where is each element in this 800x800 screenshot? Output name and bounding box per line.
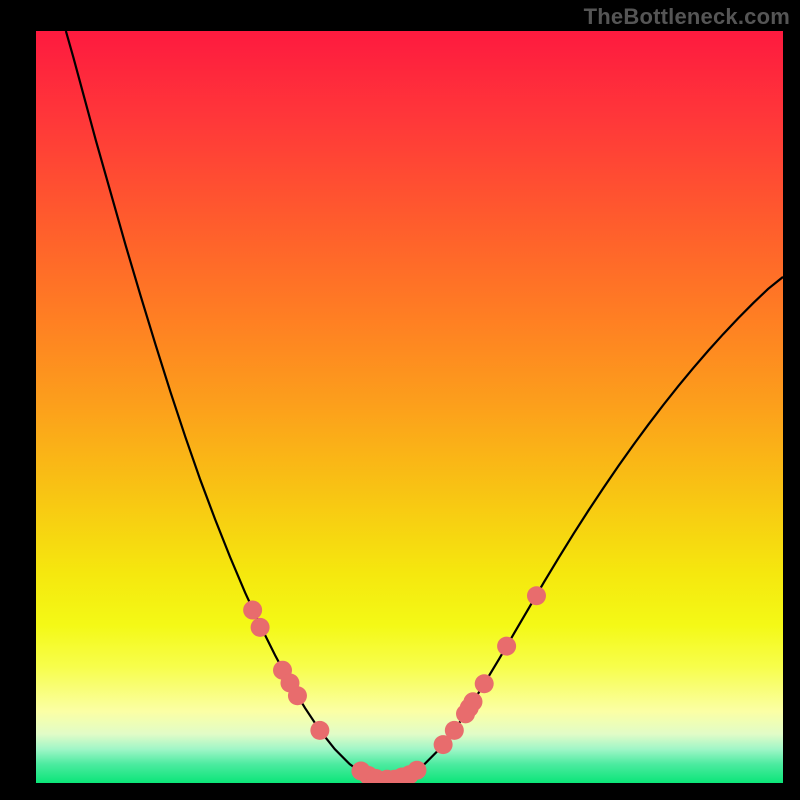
data-marker	[407, 761, 426, 780]
plot-background	[36, 31, 783, 783]
data-marker	[243, 601, 262, 620]
watermark-text: TheBottleneck.com	[584, 4, 790, 30]
data-marker	[463, 692, 482, 711]
chart-container: TheBottleneck.com	[0, 0, 800, 800]
data-marker	[497, 637, 516, 656]
data-marker	[288, 686, 307, 705]
data-marker	[251, 618, 270, 637]
data-marker	[310, 721, 329, 740]
data-marker	[527, 586, 546, 605]
data-marker	[445, 721, 464, 740]
data-marker	[475, 674, 494, 693]
bottleneck-chart	[0, 0, 800, 800]
